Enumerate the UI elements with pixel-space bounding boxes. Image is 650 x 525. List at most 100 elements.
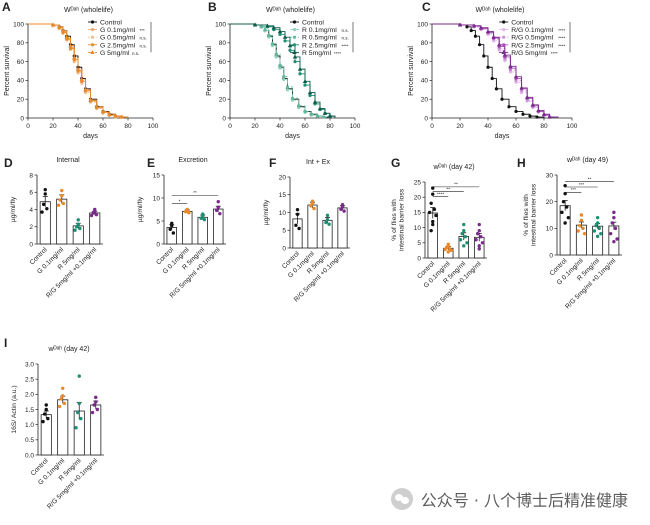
data-point [535, 115, 539, 119]
data-point [45, 206, 49, 211]
legend-marker [292, 20, 297, 24]
panel-title: Excretion [178, 157, 207, 164]
y-axis-label: % of flies with intestinal barrier loss [523, 183, 538, 246]
data-point [297, 104, 301, 108]
data-point [312, 99, 318, 104]
data-point [592, 229, 597, 233]
data-point [302, 78, 308, 83]
bar-group-4: R/G 5mg/ml +0.1mg/ml [46, 395, 102, 510]
significance-label: *** [579, 182, 585, 188]
data-point [563, 191, 567, 196]
data-point [465, 241, 469, 245]
y-axis-label-line: intestinal barrier loss [399, 188, 406, 251]
data-point [566, 215, 571, 220]
y-tick-label: 0 [156, 241, 160, 248]
data-point [317, 106, 323, 111]
data-point [42, 412, 47, 416]
y-axis-label-line: µg/ml/fly [10, 196, 17, 222]
legend-label: R 2.5mg/ml [302, 42, 337, 49]
data-point [94, 212, 99, 217]
y-tick-label: 5 [156, 218, 160, 225]
data-point [297, 226, 301, 231]
data-point [457, 22, 463, 27]
data-point [56, 203, 61, 207]
data-point [432, 207, 437, 212]
data-point [449, 248, 454, 253]
data-point [310, 199, 315, 203]
significance-label: **** [437, 191, 445, 197]
legend-label: R/G 0.1mg/ml [511, 27, 553, 34]
data-point [44, 403, 48, 407]
significance-bracket: ** [432, 182, 480, 188]
data-point [494, 87, 498, 91]
y-tick-label: 40 [219, 78, 227, 85]
data-point [460, 231, 464, 236]
data-point [295, 212, 300, 216]
legend-significance: **** [551, 51, 558, 56]
legend-significance: n.s. [132, 51, 139, 56]
y-tick-label: 0 [20, 115, 24, 122]
data-point [482, 54, 486, 58]
y-axis-label-line: µg/ml/fly [137, 196, 144, 222]
panel-letter: C [422, 0, 431, 14]
data-point [78, 226, 82, 231]
significance-label: ** [193, 190, 197, 196]
data-point [61, 201, 66, 206]
legend-significance: n.s. [140, 36, 147, 41]
y-tick-label: 40 [17, 78, 25, 85]
x-axis-label: days [285, 133, 300, 140]
data-point [171, 231, 176, 235]
x-tick-label: 80 [326, 123, 334, 130]
y-tick-label: 20 [546, 199, 554, 206]
legend-label: R 0.1mg/ml [302, 27, 337, 34]
data-point [64, 34, 69, 39]
data-point [285, 88, 290, 92]
panel-title: Internal [56, 157, 80, 164]
legend-marker [292, 50, 297, 54]
legend-marker [90, 50, 95, 54]
x-tick-label: 40 [484, 123, 492, 130]
y-tick-label: 0.5 [25, 437, 34, 444]
bar [427, 212, 438, 259]
data-point [57, 404, 62, 409]
data-point [119, 114, 124, 119]
data-point [94, 104, 99, 109]
data-point [277, 29, 283, 34]
y-axis-label-line: 16S/ Actin (a.u.) [11, 385, 18, 433]
data-point [480, 241, 485, 245]
legend-significance: **** [342, 43, 349, 48]
significance-label: ** [588, 176, 592, 182]
data-point [73, 228, 77, 232]
data-point [462, 222, 466, 227]
y-tick-label: 15 [153, 172, 161, 179]
panel-letter: D [4, 156, 13, 170]
y-tick-label: 0 [29, 241, 33, 248]
panel-a: A Wᴰᵃʰ (wholelife) 0 20 40 60 80 100 0 20 40 60 80 10… [2, 0, 159, 140]
legend-label: Control [302, 20, 324, 27]
data-point [514, 109, 518, 114]
data-point [431, 186, 435, 190]
data-point [90, 410, 95, 415]
y-axis-label: Percent survival [4, 46, 11, 96]
data-point [340, 205, 345, 209]
data-point [477, 222, 481, 227]
data-point [342, 209, 346, 213]
x-tick-label: 40 [276, 123, 284, 130]
y-tick-label: 100 [215, 21, 226, 28]
data-point [308, 93, 312, 98]
data-point [61, 394, 65, 398]
data-point [77, 374, 81, 378]
y-tick-label: 2.5 [25, 376, 34, 383]
legend-marker [501, 50, 506, 54]
data-point [293, 60, 297, 64]
panel-letter: H [517, 156, 526, 170]
data-point [322, 115, 326, 119]
x-tick-label: 0 [430, 123, 434, 130]
data-point [267, 33, 271, 37]
data-point [282, 75, 286, 79]
data-point [278, 32, 282, 36]
data-point [309, 204, 313, 208]
data-point [429, 201, 433, 205]
